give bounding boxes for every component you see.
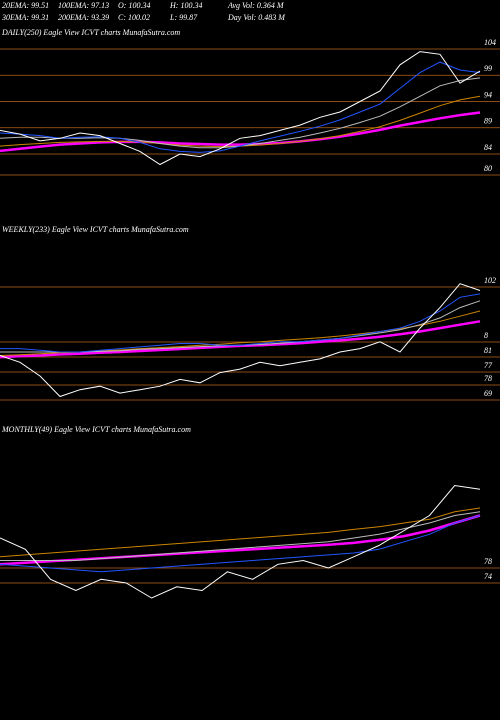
header-stat: 20EMA: 99.51 [2,1,49,10]
level-label: 81 [484,346,492,355]
y-tick-label: 104 [484,38,496,47]
price-line [0,514,481,566]
y-tick-label: 94 [484,90,492,99]
header-stat: 30EMA: 99.31 [1,13,49,22]
header-stat: Day Vol: 0.483 M [227,13,286,22]
level-label: 69 [484,389,492,398]
price-line [0,95,481,148]
price-line [0,484,481,599]
price-line [0,283,481,398]
header-stat: L: 99.87 [169,13,198,22]
header-stat: 100EMA: 97.13 [58,1,109,10]
price-line [0,61,481,153]
panel-title: MONTHLY(49) Eagle View ICVT charts Munaf… [1,425,191,434]
price-line [0,320,481,359]
y-tick-label: 80 [484,164,492,173]
price-line [0,511,481,561]
price-line [0,111,481,153]
panel-title: WEEKLY(233) Eagle View ICVT charts Munaf… [2,225,189,234]
price-line [0,507,481,558]
level-label: 8 [484,331,488,340]
price-line [0,515,481,573]
y-tick-label: 99 [484,64,492,73]
price-line [0,51,481,166]
y-tick-label: 89 [484,117,492,126]
y-tick-label: 78 [484,557,492,566]
panel-title: DAILY(250) Eagle View ICVT charts Munafa… [1,28,180,37]
header-stat: C: 100.02 [118,13,150,22]
header-stat: O: 100.34 [118,1,150,10]
level-label: 78 [484,374,492,383]
price-line [0,300,481,353]
y-tick-label: 84 [484,143,492,152]
header-stat: 200EMA: 93.39 [58,13,109,22]
level-label: 77 [484,361,493,370]
price-line [0,293,481,353]
y-tick-label: 74 [484,572,492,581]
header-stat: H: 100.34 [169,1,202,10]
level-label: 102 [484,276,496,285]
header-stat: Avg Vol: 0.364 M [227,1,285,10]
